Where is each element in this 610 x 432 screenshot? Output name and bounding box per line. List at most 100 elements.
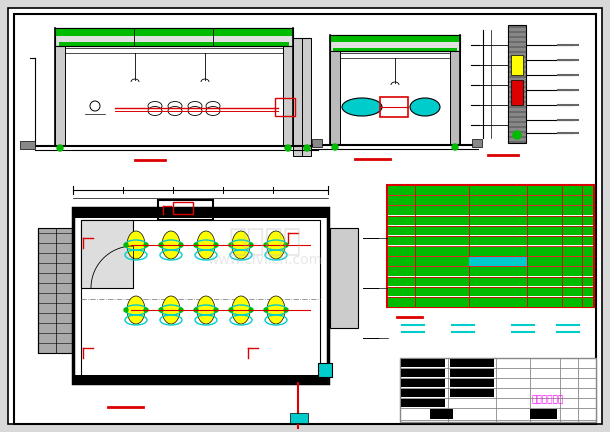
Circle shape <box>452 144 458 150</box>
Bar <box>508 25 526 143</box>
Bar <box>388 216 593 225</box>
Bar <box>401 389 445 397</box>
Ellipse shape <box>197 296 215 324</box>
Circle shape <box>124 308 128 312</box>
Bar <box>73 375 328 385</box>
Bar <box>401 359 445 367</box>
Bar <box>330 228 358 328</box>
Bar <box>55 46 65 146</box>
Bar <box>530 409 557 419</box>
Circle shape <box>194 308 198 312</box>
Bar <box>55 28 293 46</box>
Bar <box>81 220 133 288</box>
Circle shape <box>144 243 148 247</box>
Text: 鼓风机工艺图: 鼓风机工艺图 <box>532 396 564 404</box>
Bar <box>450 51 460 145</box>
Bar <box>388 206 593 215</box>
Text: www.civilcn.com: www.civilcn.com <box>207 253 323 267</box>
Circle shape <box>179 308 183 312</box>
Bar <box>293 38 311 156</box>
Ellipse shape <box>267 296 285 324</box>
Ellipse shape <box>168 107 182 115</box>
Ellipse shape <box>162 231 180 259</box>
Text: 土木在线: 土木在线 <box>229 228 301 257</box>
Circle shape <box>264 308 268 312</box>
Circle shape <box>249 243 253 247</box>
Bar <box>472 139 482 147</box>
Ellipse shape <box>127 231 145 259</box>
Circle shape <box>159 308 163 312</box>
Bar <box>330 51 340 145</box>
Bar <box>388 226 593 235</box>
Bar <box>73 208 328 383</box>
Circle shape <box>304 145 310 151</box>
Bar <box>333 48 457 52</box>
Bar <box>290 413 308 423</box>
Circle shape <box>285 145 291 151</box>
Ellipse shape <box>188 102 202 111</box>
Bar <box>511 55 523 75</box>
Circle shape <box>284 243 288 247</box>
Bar <box>38 228 73 353</box>
Bar <box>388 277 593 286</box>
Ellipse shape <box>188 107 202 115</box>
Bar <box>388 247 593 256</box>
Bar <box>387 185 594 307</box>
Bar <box>388 267 593 276</box>
Ellipse shape <box>197 231 215 259</box>
Bar <box>173 202 193 214</box>
Circle shape <box>229 243 233 247</box>
Bar <box>430 409 453 419</box>
Ellipse shape <box>148 102 162 111</box>
Bar <box>275 98 295 116</box>
Ellipse shape <box>148 107 162 115</box>
Circle shape <box>284 308 288 312</box>
Bar <box>59 42 289 47</box>
Bar <box>330 35 460 42</box>
Bar <box>73 208 328 218</box>
Circle shape <box>57 145 63 151</box>
Ellipse shape <box>342 98 382 116</box>
Ellipse shape <box>232 296 250 324</box>
Ellipse shape <box>162 296 180 324</box>
Bar <box>450 389 494 397</box>
Bar <box>388 297 593 306</box>
Bar <box>330 35 460 51</box>
Bar <box>388 287 593 296</box>
Bar <box>450 359 494 367</box>
Circle shape <box>144 308 148 312</box>
Ellipse shape <box>127 296 145 324</box>
Bar <box>469 257 527 266</box>
Bar <box>511 80 523 105</box>
Circle shape <box>179 243 183 247</box>
Circle shape <box>513 131 521 139</box>
Bar <box>55 28 293 36</box>
Bar <box>20 141 35 149</box>
Bar <box>158 200 213 220</box>
Circle shape <box>332 144 338 150</box>
Bar <box>450 379 494 387</box>
Circle shape <box>214 243 218 247</box>
Bar <box>401 399 445 407</box>
Bar <box>450 369 494 377</box>
Circle shape <box>249 308 253 312</box>
Bar <box>81 220 320 379</box>
Circle shape <box>214 308 218 312</box>
Circle shape <box>159 243 163 247</box>
Circle shape <box>229 308 233 312</box>
Bar <box>318 363 332 377</box>
Bar <box>380 97 408 117</box>
Bar <box>283 46 293 146</box>
Bar <box>388 236 593 245</box>
Bar <box>312 139 322 147</box>
Bar <box>400 358 596 422</box>
Ellipse shape <box>267 231 285 259</box>
Circle shape <box>264 243 268 247</box>
Bar <box>401 379 445 387</box>
Bar <box>388 257 593 266</box>
Bar <box>401 369 445 377</box>
Bar <box>388 185 593 195</box>
Ellipse shape <box>206 107 220 115</box>
Ellipse shape <box>232 231 250 259</box>
Circle shape <box>194 243 198 247</box>
